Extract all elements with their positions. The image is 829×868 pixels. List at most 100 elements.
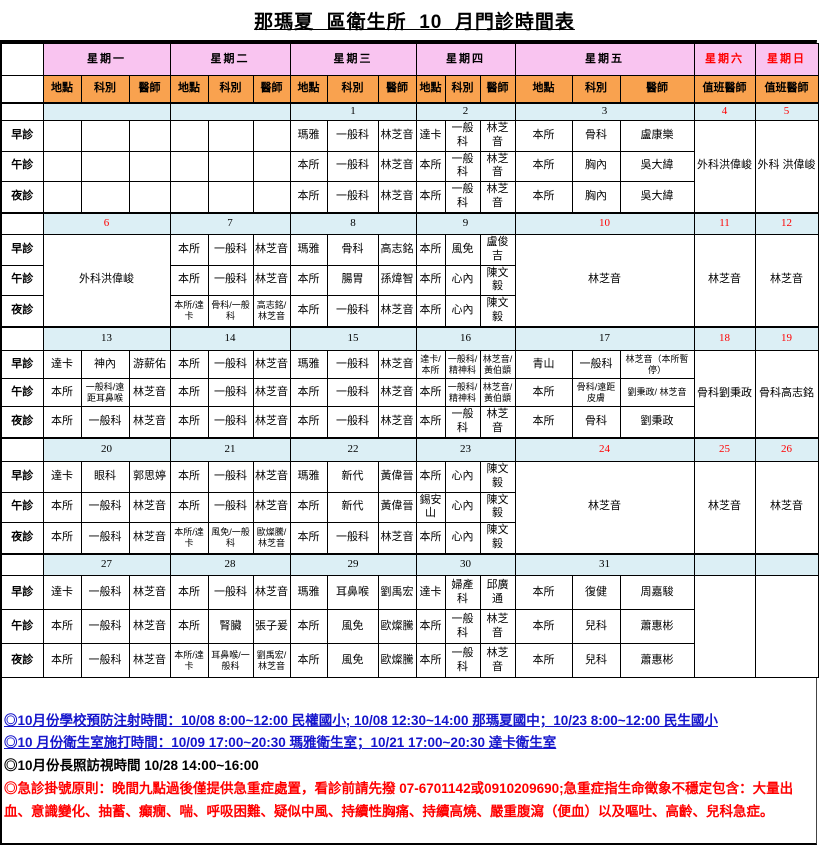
schedule-cell: 林芝音 [377, 406, 417, 438]
date-row: 27 28 29 30 31 [2, 552, 819, 576]
schedule-cell: 一般科 [80, 609, 130, 644]
schedule-cell: 達卡 [42, 350, 82, 379]
schedule-cell: 心內 [444, 295, 481, 327]
schedule-cell: 本所/達卡 [169, 295, 209, 327]
schedule-cell: 本所 [169, 575, 209, 610]
schedule-cell: 林芝音/黃伯顗 [479, 350, 516, 379]
duty-cell: 骨科高志銘 [754, 350, 819, 438]
date-cell: 2 [415, 101, 516, 121]
duty-cell: 林芝音 [693, 234, 756, 327]
date-cell: 13 [42, 325, 171, 351]
schedule-cell: 本所 [514, 575, 573, 610]
schedule-cell: 高志銘 [377, 234, 417, 266]
schedule-cell: 神內 [80, 350, 130, 379]
clinic-row: 早診 達卡 眼科 郭思婷 本所 一般科 林芝音 瑪雅 新代 黃偉晉 本所 心內 陳文毅 林芝音 林芝音 林芝音 [2, 461, 819, 554]
schedule-cell: 風免/一般科 [207, 522, 254, 554]
schedule-cell: 本所 [169, 234, 209, 266]
date-cell: 6 [42, 211, 171, 235]
schedule-cell: 本所 [415, 522, 446, 554]
date-cell: 23 [415, 436, 516, 462]
subheader-location: 地點 [42, 75, 82, 103]
clinic-row: 夜診 本所/達卡 骨科/一般科 高志銘/林芝音 本所 一般科 林芝音 本所 心內 陳文毅 [2, 295, 818, 327]
page-title: 那瑪夏 區衛生所 10 月門診時間表 [254, 11, 575, 33]
schedule-cell: 錫安山 [415, 491, 446, 523]
day-header-mon: 星期一 [42, 43, 171, 76]
schedule-cell: 一般科 [207, 234, 254, 266]
time-label: 夜診 [2, 406, 44, 438]
subheader-duty-doctor: 值班醫師 [754, 75, 819, 103]
schedule-cell: 盧康樂 [619, 120, 695, 152]
schedule-cell: 本所 [514, 378, 573, 407]
schedule-cell: 林芝音 [377, 181, 417, 213]
time-label: 午診 [2, 264, 44, 296]
schedule-cell: 一般科 [80, 406, 130, 438]
schedule-cell: 一般科 [80, 522, 130, 554]
schedule-cell [128, 120, 171, 152]
schedule-cell: 本所 [514, 120, 573, 152]
schedule-cell: 蕭惠彬 [619, 609, 695, 644]
duty-cell: 骨科劉秉政 [693, 350, 756, 438]
subheader-location: 地點 [169, 75, 209, 103]
schedule-cell: 一般科 [326, 150, 379, 182]
note-health-room-vaccination[interactable]: ◎10 月份衛生室施打時間：10/09 17:00~20:30 瑪雅衛生室；10… [4, 735, 557, 751]
schedule-cell: 達卡 [415, 120, 446, 152]
schedule-cell: 林芝音 [252, 378, 291, 407]
schedule-cell: 劉禹宏/林芝音 [252, 643, 291, 678]
schedule-cell: 風免 [326, 609, 379, 644]
schedule-cell: 瑪雅 [289, 350, 328, 379]
date-cell: 21 [169, 436, 291, 462]
schedule-cell: 兒科 [571, 609, 621, 644]
schedule-cell: 吳大緯 [619, 181, 695, 213]
date-row: 6 7 8 9 10 11 12 [2, 211, 819, 235]
date-cell: 17 [514, 325, 695, 351]
date-row: 13 14 15 16 17 18 19 [2, 325, 819, 351]
day-header-tue: 星期二 [169, 43, 291, 76]
title-bar: 那瑪夏 區衛生所 10 月門診時間表 [0, 0, 829, 40]
schedule-cell: 腸胃 [326, 264, 379, 296]
schedule-cell: 骨科 [571, 120, 621, 152]
clinic-row: 夜診 本所 一般科 林芝音 本所/達卡 風免/一般科 歐燦騰/林芝音 本所 一般科 林芝音 本所 心內… [2, 522, 818, 554]
date-cell: 4 [693, 101, 756, 121]
schedule-cell: 耳鼻喉/一般科 [207, 643, 254, 678]
schedule-cell [128, 150, 171, 182]
date-cell [754, 552, 819, 576]
schedule-cell: 林芝音 [377, 120, 417, 152]
schedule-cell [169, 120, 209, 152]
date-cell: 1 [289, 101, 417, 121]
schedule-cell: 林芝音 [128, 491, 171, 523]
schedule-cell: 林芝音/黃伯顗 [479, 378, 516, 407]
schedule-cell: 一般科 [326, 378, 379, 407]
schedule-cell: 本所/達卡 [169, 643, 209, 678]
schedule-cell: 新代 [326, 461, 379, 493]
date-cell: 8 [289, 211, 417, 235]
schedule-cell: 本所 [415, 643, 446, 678]
schedule-cell: 達卡/本所 [415, 350, 446, 379]
schedule-cell [252, 120, 291, 152]
schedule-cell: 本所 [289, 181, 328, 213]
date-cell: 24 [514, 436, 695, 462]
schedule-cell [169, 181, 209, 213]
date-cell: 22 [289, 436, 417, 462]
time-label: 早診 [2, 461, 44, 493]
note-school-vaccination[interactable]: ◎10月份學校預防注射時間：10/08 8:00~12:00 民權國小; 10/… [4, 713, 718, 728]
schedule-cell: 林芝音 [377, 350, 417, 379]
schedule-cell: 一般科 [207, 461, 254, 493]
date-cell [42, 101, 171, 121]
schedule-cell [169, 150, 209, 182]
clinic-row: 夜診 本所 一般科 林芝音 本所/達卡 耳鼻喉/一般科 劉禹宏/林芝音 本所 風免 歐燦騰 本所 一般… [2, 643, 818, 678]
schedule-cell: 林芝音 [252, 406, 291, 438]
day-header-thu: 星期四 [415, 43, 516, 76]
schedule-cell: 一般科 [207, 491, 254, 523]
schedule-cell: 心內 [444, 522, 481, 554]
schedule-cell: 本所 [289, 522, 328, 554]
schedule-cell: 瑪雅 [289, 234, 328, 266]
date-cell: 15 [289, 325, 417, 351]
schedule-cell: 周嘉駿 [619, 575, 695, 610]
schedule-cell: 本所 [169, 350, 209, 379]
date-cell: 30 [415, 552, 516, 576]
schedule-cell: 本所 [415, 264, 446, 296]
schedule-cell: 兒科 [571, 643, 621, 678]
schedule-cell: 林芝音 [128, 522, 171, 554]
schedule-cell: 本所 [42, 522, 82, 554]
